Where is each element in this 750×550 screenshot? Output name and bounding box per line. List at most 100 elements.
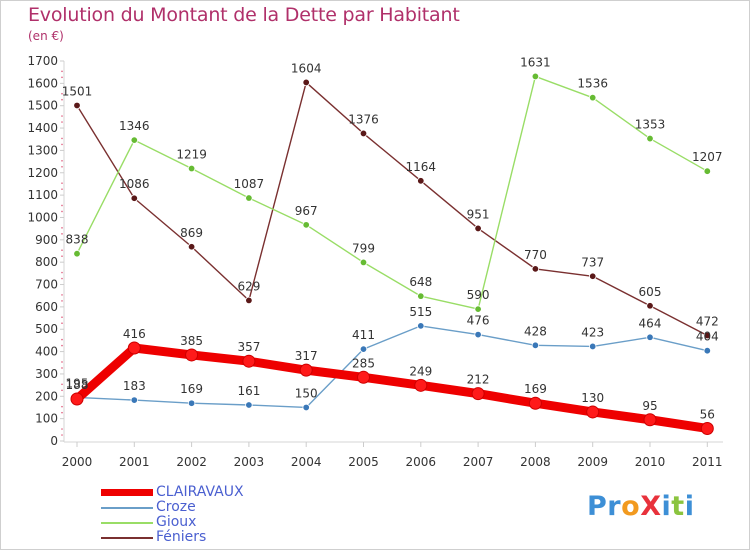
legend-item: CLAIRAVAUX bbox=[101, 485, 244, 500]
data-label: 1604 bbox=[291, 61, 322, 75]
y-minor-tick bbox=[61, 300, 63, 302]
y-tick-label: 1000 bbox=[27, 210, 58, 224]
y-minor-tick bbox=[61, 137, 63, 140]
data-point bbox=[703, 167, 711, 175]
data-label: 967 bbox=[295, 204, 318, 218]
data-label: 169 bbox=[524, 382, 547, 396]
x-tick-label: 2011 bbox=[692, 455, 723, 469]
data-point bbox=[474, 224, 482, 233]
data-label: 1346 bbox=[119, 119, 150, 133]
data-label: 1164 bbox=[406, 160, 437, 174]
logo-letter: o bbox=[621, 491, 641, 522]
data-point bbox=[589, 342, 597, 351]
data-label: 1631 bbox=[520, 55, 551, 69]
data-point bbox=[589, 272, 597, 280]
y-minor-tick bbox=[61, 70, 63, 73]
data-point bbox=[471, 387, 485, 401]
data-point bbox=[187, 243, 196, 251]
y-minor-tick bbox=[61, 115, 63, 117]
y-minor-tick bbox=[61, 249, 63, 251]
series-line bbox=[72, 343, 712, 433]
x-tick-label: 2006 bbox=[406, 455, 437, 469]
data-point bbox=[700, 421, 714, 435]
y-minor-tick bbox=[61, 255, 63, 257]
y-tick-label: 1400 bbox=[27, 121, 58, 135]
data-point bbox=[528, 396, 542, 410]
data-label: 737 bbox=[581, 255, 604, 269]
y-minor-tick bbox=[61, 204, 63, 207]
y-axis-unit: (en €) bbox=[28, 29, 64, 43]
legend-label: Féniers bbox=[156, 529, 207, 545]
data-label: 629 bbox=[237, 279, 260, 293]
series-line bbox=[76, 75, 708, 310]
y-tick-label: 500 bbox=[35, 322, 58, 336]
legend-swatch bbox=[101, 521, 153, 524]
data-label: 416 bbox=[123, 327, 146, 341]
y-minor-tick bbox=[61, 411, 63, 414]
data-point bbox=[586, 405, 600, 419]
data-point bbox=[646, 302, 654, 310]
y-minor-tick bbox=[61, 367, 63, 369]
data-point bbox=[127, 341, 141, 355]
data-label: 317 bbox=[295, 349, 318, 363]
y-minor-tick bbox=[61, 294, 63, 296]
y-minor-tick bbox=[61, 405, 63, 408]
data-point bbox=[646, 333, 654, 341]
y-minor-tick bbox=[61, 210, 63, 213]
data-point bbox=[187, 164, 196, 173]
data-label: 838 bbox=[66, 233, 89, 247]
data-point bbox=[130, 396, 138, 404]
data-label: 770 bbox=[524, 248, 547, 262]
y-minor-tick bbox=[61, 428, 63, 430]
y-minor-tick bbox=[61, 182, 63, 184]
data-label: 1086 bbox=[119, 177, 150, 191]
data-point bbox=[703, 331, 711, 340]
series-line bbox=[76, 325, 708, 409]
y-tick-label: 1700 bbox=[27, 54, 58, 68]
data-label: 357 bbox=[237, 340, 260, 354]
data-point bbox=[531, 265, 540, 273]
data-label: 428 bbox=[524, 324, 547, 338]
data-label: 1376 bbox=[348, 112, 379, 126]
data-label: 169 bbox=[180, 382, 203, 396]
legend: CLAIRAVAUX Croze Gioux Féniers bbox=[101, 485, 244, 545]
data-label: 423 bbox=[581, 325, 604, 339]
legend-label: CLAIRAVAUX bbox=[156, 484, 244, 500]
data-point bbox=[357, 370, 370, 384]
logo-letter: t bbox=[671, 491, 685, 522]
y-tick-label: 1100 bbox=[27, 188, 58, 202]
data-point bbox=[359, 345, 368, 353]
y-tick-label: 700 bbox=[35, 278, 58, 292]
y-minor-tick bbox=[61, 159, 63, 162]
x-tick-label: 2005 bbox=[348, 455, 379, 469]
data-point bbox=[130, 194, 138, 202]
data-label: 212 bbox=[467, 373, 490, 387]
x-tick-label: 2008 bbox=[520, 455, 551, 469]
data-point bbox=[643, 413, 657, 427]
data-point bbox=[299, 363, 313, 377]
data-point bbox=[417, 322, 425, 330]
data-label: 150 bbox=[295, 386, 318, 400]
y-tick-label: 1500 bbox=[27, 99, 58, 113]
data-label: 605 bbox=[639, 285, 662, 299]
data-label: 869 bbox=[180, 226, 203, 240]
logo-letter: i bbox=[684, 491, 695, 522]
data-point bbox=[531, 341, 540, 350]
series-line bbox=[76, 81, 708, 337]
x-tick-label: 2003 bbox=[234, 455, 265, 469]
data-point bbox=[417, 292, 425, 300]
y-minor-tick bbox=[61, 227, 63, 229]
y-minor-tick bbox=[61, 92, 63, 95]
data-label: 249 bbox=[409, 364, 432, 378]
y-minor-tick bbox=[61, 434, 63, 436]
data-point bbox=[245, 296, 253, 305]
data-point bbox=[703, 346, 711, 355]
y-minor-tick bbox=[61, 322, 63, 325]
data-point bbox=[417, 177, 425, 185]
x-tick-label: 2001 bbox=[119, 455, 150, 469]
legend-item: Croze bbox=[101, 500, 244, 515]
y-tick-label: 1200 bbox=[27, 166, 58, 180]
logo-letter: i bbox=[661, 491, 672, 522]
proxiti-logo: ProXiti bbox=[587, 491, 694, 522]
